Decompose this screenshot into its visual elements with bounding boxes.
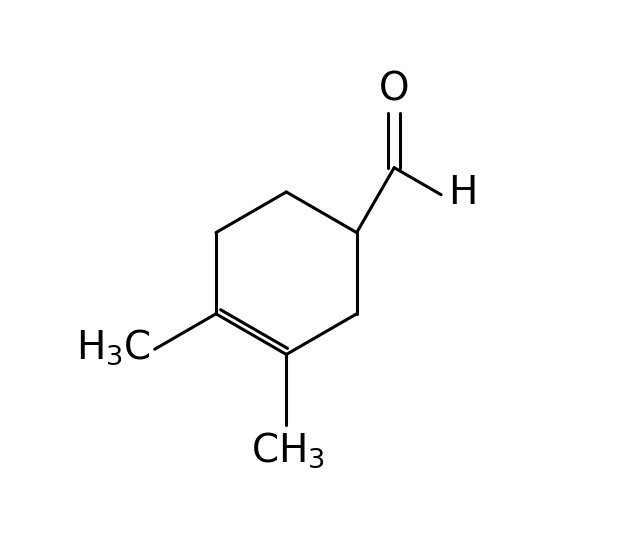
Text: O: O [379,70,410,109]
Text: H: H [448,174,477,212]
Text: $\mathsf{CH_3}$: $\mathsf{CH_3}$ [252,430,325,470]
Text: $\mathsf{H_3C}$: $\mathsf{H_3C}$ [76,327,150,367]
